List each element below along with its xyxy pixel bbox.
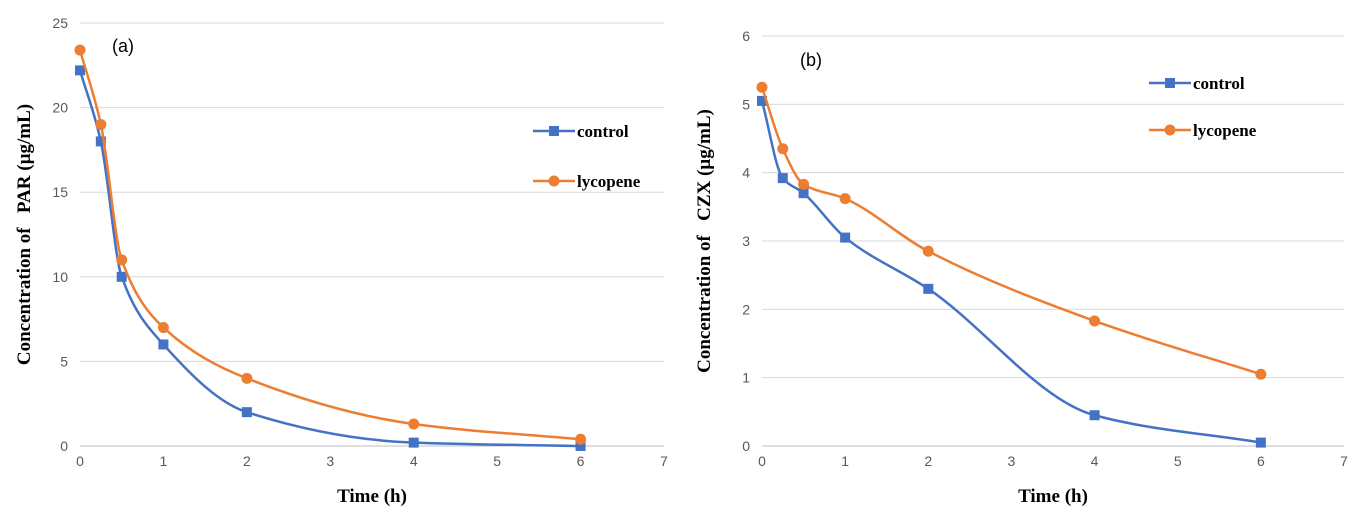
y-tick-label: 20 (52, 100, 68, 116)
x-tick-label: 7 (1340, 453, 1348, 469)
x-tick-label: 6 (577, 453, 585, 469)
y-tick-label: 1 (742, 370, 750, 386)
x-tick-label: 2 (924, 453, 932, 469)
legend-label-control: control (577, 122, 629, 141)
data-point-lycopene (241, 372, 253, 384)
data-point-lycopene (95, 119, 107, 131)
x-tick-label: 2 (243, 453, 251, 469)
data-point-lycopene (575, 433, 587, 445)
legend-marker-control (549, 126, 559, 136)
data-point-control (777, 173, 788, 184)
legend-marker-control (1165, 78, 1175, 88)
data-point-control (798, 188, 809, 199)
legend: control lycopene (1149, 74, 1257, 140)
x-tick-label: 1 (841, 453, 849, 469)
x-tick-label: 4 (1091, 453, 1099, 469)
y-tick-label: 10 (52, 269, 68, 285)
x-axis-title: Time (h) (337, 486, 407, 507)
data-point-control (575, 441, 586, 451)
data-point-lycopene (756, 81, 768, 93)
panel-label: (a) (112, 36, 134, 56)
data-point-control (95, 136, 106, 147)
series-lycopene (756, 81, 1267, 380)
data-point-lycopene (1089, 315, 1101, 327)
x-tick-label: 0 (76, 453, 84, 469)
data-point-lycopene (74, 44, 86, 56)
data-point-control (158, 339, 169, 350)
y-tick-label: 0 (742, 438, 750, 454)
legend-label-control: control (1193, 74, 1245, 93)
data-point-lycopene (839, 193, 851, 205)
data-point-lycopene (157, 322, 169, 334)
x-tick-label: 7 (660, 453, 668, 469)
series-line-lycopene (78, 49, 581, 441)
y-tick-label: 4 (742, 165, 750, 181)
y-axis-title: Concentration of PAR (µg/mL) (14, 104, 35, 365)
x-axis-title: Time (h) (1018, 486, 1088, 507)
y-tick-label: 5 (60, 353, 68, 369)
panel-label: (b) (800, 50, 822, 70)
data-point-lycopene (116, 254, 128, 266)
y-tick-label: 0 (60, 438, 68, 454)
x-tick-label: 0 (758, 453, 766, 469)
y-tick-label: 2 (742, 301, 750, 317)
data-point-control (408, 437, 419, 448)
data-point-control (116, 271, 127, 282)
legend-marker-lycopene (1164, 124, 1176, 136)
y-tick-label: 3 (742, 233, 750, 249)
series-line-control (760, 100, 1262, 444)
series-control (757, 95, 1266, 448)
legend-label-lycopene: lycopene (577, 172, 641, 191)
legend-marker-lycopene (548, 175, 560, 187)
legend: control lycopene (533, 122, 641, 191)
data-point-control (757, 95, 767, 106)
y-tick-label: 5 (742, 96, 750, 112)
data-point-lycopene (798, 178, 810, 190)
x-tick-label: 4 (410, 453, 418, 469)
x-tick-label: 3 (1008, 453, 1016, 469)
y-tick-label: 6 (742, 28, 750, 44)
data-point-control (241, 407, 252, 418)
series-line-control (78, 70, 581, 448)
data-point-control (923, 283, 934, 294)
y-axis-title: Concentration of CZX (µg/mL) (694, 109, 715, 373)
data-point-control (840, 232, 851, 243)
x-tick-label: 6 (1257, 453, 1265, 469)
x-tick-label: 3 (326, 453, 334, 469)
x-tick-label: 5 (1174, 453, 1182, 469)
data-point-lycopene (922, 245, 934, 257)
series-control (75, 65, 586, 451)
x-tick-label: 1 (160, 453, 168, 469)
data-point-lycopene (408, 418, 420, 430)
chart-panel-b: 0 1 2 3 4 5 6 0 1 2 3 4 5 6 7 Time (h) Concentration of … (694, 28, 1348, 507)
data-point-control (1255, 437, 1266, 448)
data-point-lycopene (1255, 368, 1267, 380)
series-lycopene (74, 44, 587, 445)
data-point-control (1089, 410, 1100, 421)
y-tick-label: 15 (52, 184, 68, 200)
legend-label-lycopene: lycopene (1193, 121, 1257, 140)
chart-panel-a: 0 5 10 15 20 25 0 1 2 3 4 5 6 7 Time (h) Concentration … (14, 15, 668, 507)
x-tick-label: 5 (493, 453, 501, 469)
data-point-lycopene (777, 143, 789, 155)
y-tick-label: 25 (52, 15, 68, 31)
data-point-control (75, 65, 85, 76)
